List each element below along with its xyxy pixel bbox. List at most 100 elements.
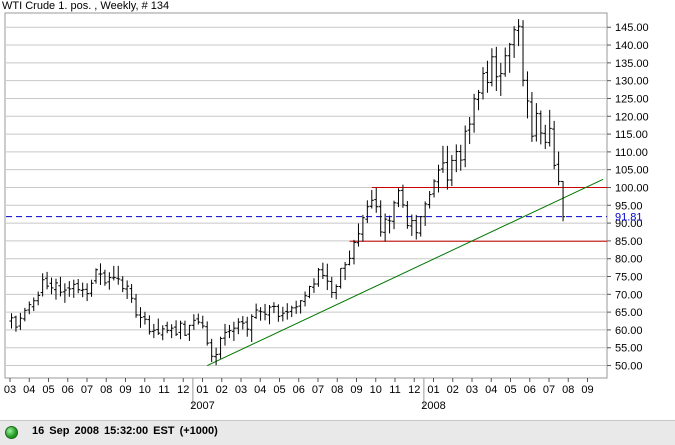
- y-tick-label: 90.00: [615, 218, 643, 230]
- ohlc-bar: [440, 145, 445, 173]
- ohlc-bar: [58, 276, 63, 297]
- x-tick-label: 01: [196, 384, 208, 396]
- ohlc-bar: [178, 320, 183, 340]
- ohlc-bar: [160, 325, 165, 341]
- y-tick-label: 105.00: [615, 165, 649, 177]
- y-tick-label: 110.00: [615, 147, 648, 159]
- ohlc-bar: [449, 155, 454, 187]
- ohlc-bar: [343, 261, 348, 281]
- x-tick-label: 08: [331, 384, 343, 396]
- x-tick-label: 02: [447, 384, 459, 396]
- y-tick-label: 60.00: [615, 325, 643, 337]
- ohlc-bar: [116, 265, 121, 285]
- ohlc-bar: [476, 89, 481, 111]
- ohlc-bar: [378, 200, 383, 237]
- ohlc-bar: [298, 300, 303, 314]
- x-tick-label: 09: [581, 384, 593, 396]
- ohlc-bar: [561, 180, 566, 222]
- year-label: 2007: [190, 400, 214, 412]
- x-tick-label: 06: [293, 384, 305, 396]
- y-tick-label: 95.00: [615, 200, 643, 212]
- x-tick-label: 07: [312, 384, 324, 396]
- ohlc-bar: [209, 338, 214, 362]
- ohlc-bar: [187, 324, 192, 341]
- ohlc-bar: [125, 280, 130, 299]
- plot-area: [4, 12, 608, 379]
- y-tick-label: 100.00: [615, 182, 649, 194]
- y-tick-label: 140.00: [615, 40, 649, 52]
- ohlc-bar: [529, 92, 534, 142]
- ohlc-bar: [325, 263, 330, 291]
- ohlc-bar: [374, 187, 379, 213]
- ohlc-bar: [40, 273, 45, 297]
- y-tick-label: 50.00: [615, 361, 643, 373]
- ohlc-bar: [316, 267, 321, 287]
- ohlc-bar: [142, 311, 147, 325]
- ohlc-chart: 50.00 55.00 60.00 65.00 70.00 75.00 80.00 85.00…: [4, 12, 649, 412]
- ohlc-bar: [80, 282, 85, 298]
- ohlc-bar: [280, 306, 285, 322]
- ohlc-bar: [387, 215, 392, 234]
- ohlc-bar: [472, 93, 477, 133]
- x-tick-label: 10: [370, 384, 382, 396]
- y-tick-label: 115.00: [615, 129, 648, 141]
- ohlc-bar: [71, 279, 76, 298]
- x-tick-label: 07: [81, 384, 93, 396]
- ohlc-bar: [458, 144, 463, 171]
- ohlc-bar: [205, 321, 210, 346]
- ohlc-bar: [307, 285, 312, 299]
- ohlc-bar: [503, 47, 508, 77]
- y-tick-label: 65.00: [615, 307, 643, 319]
- y-tick-label: 145.00: [615, 22, 649, 34]
- x-tick-label: 05: [504, 384, 516, 396]
- ohlc-bar: [169, 324, 174, 339]
- ohlc-bar: [22, 307, 27, 322]
- x-tick-label: 07: [543, 384, 555, 396]
- ohlc-bar: [271, 302, 276, 314]
- x-tick-label: 03: [466, 384, 478, 396]
- x-tick-label: 04: [485, 384, 497, 396]
- ohlc-bar: [338, 267, 343, 289]
- y-axis: 50.00 55.00 60.00 65.00 70.00 75.00 80.00 85.00…: [607, 22, 649, 373]
- overlay-lines: [6, 178, 607, 366]
- x-tick-label: 10: [139, 384, 151, 396]
- x-tick-label: 06: [62, 384, 74, 396]
- price-bars: [9, 19, 566, 366]
- ohlc-bar: [552, 120, 557, 170]
- ohlc-bar: [405, 201, 410, 229]
- ohlc-bar: [102, 269, 107, 286]
- ohlc-bar: [334, 284, 339, 300]
- ohlc-bar: [27, 301, 32, 315]
- ohlc-bar: [236, 318, 241, 335]
- ohlc-bar: [369, 189, 374, 209]
- ohlc-bar: [311, 278, 316, 293]
- x-axis: 03 04 05 06 07 08 09 10 11 12 01 02 03 04 05 06 07 08 09 10…: [4, 378, 594, 412]
- ohlc-bar: [516, 19, 521, 47]
- ohlc-bar: [534, 103, 539, 142]
- ohlc-bar: [512, 26, 517, 58]
- trend-line: [206, 178, 604, 366]
- x-tick-label: 05: [273, 384, 285, 396]
- ohlc-bar: [267, 305, 272, 325]
- ohlc-bar: [418, 215, 423, 237]
- ohlc-bar: [392, 200, 397, 230]
- ohlc-bar: [49, 277, 54, 295]
- ohlc-bar: [463, 125, 468, 168]
- y-tick-label: 85.00: [615, 236, 643, 248]
- ohlc-bar: [543, 124, 548, 150]
- ohlc-bar: [525, 71, 530, 119]
- ohlc-bar: [182, 320, 187, 336]
- ohlc-bar: [467, 116, 472, 145]
- x-tick-label: 12: [408, 384, 420, 396]
- x-tick-label: 08: [562, 384, 574, 396]
- ohlc-bar: [485, 60, 490, 93]
- ohlc-bar: [218, 336, 223, 359]
- ohlc-bar: [107, 272, 112, 290]
- ohlc-bar: [329, 276, 334, 298]
- x-tick-label: 04: [23, 384, 35, 396]
- y-tick-label: 125.00: [615, 93, 649, 105]
- ohlc-bar: [85, 283, 90, 302]
- ohlc-bar: [276, 304, 281, 322]
- x-tick-label: 03: [4, 384, 16, 396]
- ohlc-bar: [151, 323, 156, 339]
